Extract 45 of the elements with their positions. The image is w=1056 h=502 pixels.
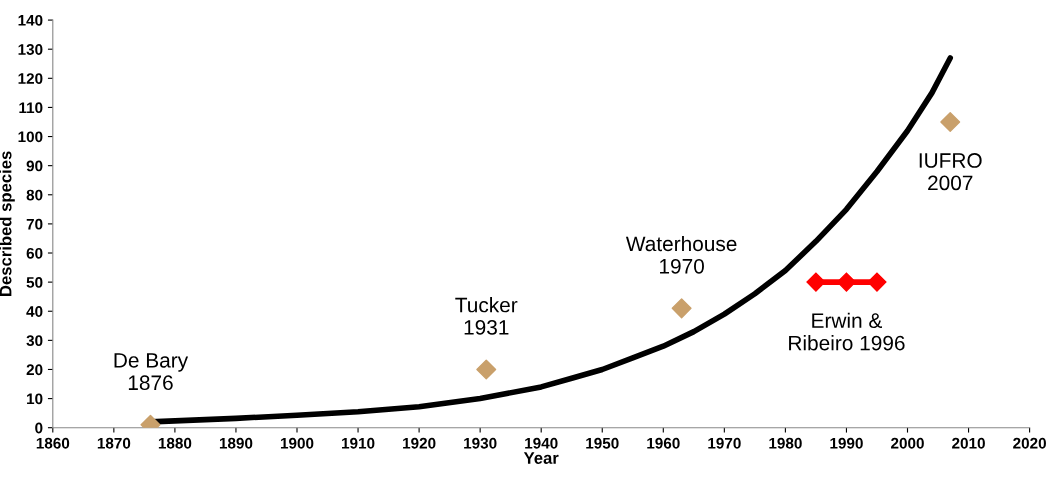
point [476, 359, 497, 380]
y-tick-label: 30 [26, 335, 43, 347]
x-tick-label: 1860 [36, 437, 70, 449]
x-axis-title: Year [523, 452, 559, 464]
y-tick-label: 10 [27, 393, 43, 405]
y-tick-label: 40 [26, 306, 43, 317]
x-tick-label: 2020 [1013, 437, 1046, 449]
x-tick-label: 1930 [464, 437, 497, 449]
y-tick-label: 0 [35, 422, 43, 434]
x-tick-label: 1880 [158, 437, 192, 449]
point [836, 272, 856, 292]
y-tick-label: 140 [18, 14, 43, 26]
y-tick-label: 50 [26, 276, 43, 288]
annotation: Erwin & Ribeiro 1996 [789, 312, 905, 351]
x-tick-label: 2010 [952, 437, 985, 449]
x-tick-label: 2000 [891, 437, 924, 449]
x-tick-label: 1980 [769, 437, 802, 449]
x-tick-label: 1960 [647, 437, 680, 449]
y-tick-label: 120 [18, 73, 43, 84]
x-tick-label: 1950 [586, 437, 619, 449]
y-tick-label: 100 [18, 131, 43, 143]
annotation: De Bary 1876 [114, 353, 189, 391]
point [671, 298, 692, 319]
x-tick-label: 1920 [403, 437, 436, 449]
point [940, 111, 961, 132]
x-tick-label: 1970 [708, 437, 741, 449]
point [867, 272, 887, 292]
annotation: Tucker 1931 [455, 297, 518, 335]
y-tick-label: 110 [19, 102, 43, 114]
y-axis-title: Described species [0, 151, 15, 296]
annotation: Waterhouse 1970 [625, 235, 737, 274]
y-tick-label: 70 [26, 218, 43, 230]
x-tick-label: 1900 [280, 437, 314, 449]
x-tick-label: 1870 [97, 437, 131, 449]
annotation: IUFRO 2007 [919, 153, 982, 191]
y-tick-label: 60 [26, 247, 43, 259]
y-tick-label: 90 [26, 160, 43, 172]
point [806, 272, 826, 292]
x-tick-label: 1910 [342, 437, 375, 449]
y-tick-label: 20 [26, 364, 43, 376]
x-tick-label: 1940 [525, 437, 558, 449]
y-tick-label: 130 [18, 44, 43, 55]
x-tick-label: 1990 [830, 437, 863, 449]
y-tick-label: 80 [26, 189, 43, 201]
x-tick-label: 1890 [219, 437, 253, 449]
